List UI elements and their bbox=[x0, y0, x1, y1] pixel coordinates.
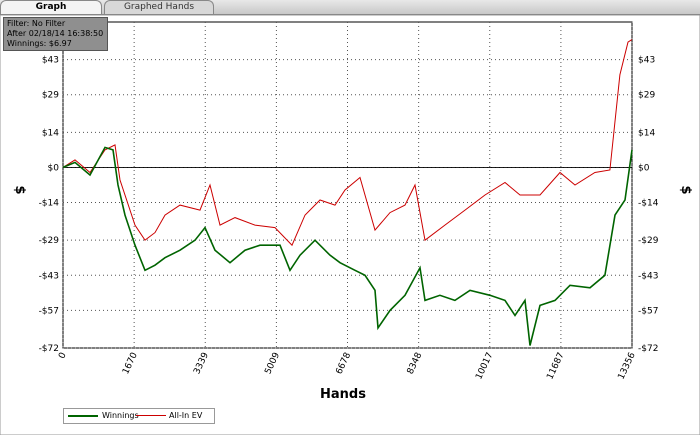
tab[interactable]: Graphed Hands bbox=[104, 0, 214, 14]
y-tick-label: $29 bbox=[42, 91, 59, 101]
y-tick-label: -$72 bbox=[638, 344, 658, 354]
series-line bbox=[62, 146, 633, 346]
info-line: Filter: No Filter bbox=[7, 19, 66, 28]
x-tick-label: 0 bbox=[57, 351, 69, 361]
y-tick-label: $29 bbox=[638, 91, 655, 101]
y-tick-label: $43 bbox=[638, 56, 655, 66]
legend-swatch bbox=[136, 415, 166, 416]
y-tick-label: -$43 bbox=[638, 271, 658, 281]
y-tick-label: $0 bbox=[48, 163, 60, 173]
y-tick-label: -$57 bbox=[39, 306, 59, 316]
y-tick-label: -$43 bbox=[39, 271, 59, 281]
y-axis-label: $ bbox=[678, 185, 693, 194]
info-line: Winnings: $6.97 bbox=[7, 39, 72, 48]
chart: Hands $ $ -$72 -$72 -$57 -$57 -$43 -$43 -$29 -$… bbox=[0, 15, 700, 435]
y-axis-label: $ bbox=[12, 185, 27, 194]
y-tick-label: -$14 bbox=[39, 199, 60, 209]
y-tick-label: -$29 bbox=[39, 236, 60, 246]
legend-label: All-In EV bbox=[169, 411, 203, 420]
y-tick-label: $14 bbox=[638, 128, 655, 138]
y-tick-label: $43 bbox=[42, 56, 59, 66]
tab[interactable]: Graph bbox=[0, 0, 102, 14]
y-tick-label: -$57 bbox=[638, 306, 658, 316]
y-tick-label: -$29 bbox=[638, 236, 659, 246]
tab-bar: Graph Graphed Hands bbox=[0, 0, 700, 15]
y-tick-label: -$72 bbox=[39, 344, 59, 354]
y-tick-label: -$14 bbox=[638, 199, 659, 209]
chart-background bbox=[0, 15, 700, 435]
legend-label: Winnings bbox=[102, 411, 139, 420]
x-axis-label: Hands bbox=[320, 387, 366, 402]
series-line bbox=[62, 39, 633, 247]
y-tick-label: $0 bbox=[638, 163, 650, 173]
info-box: Filter: No Filter After 02/18/14 16:38:5… bbox=[3, 17, 108, 51]
info-line: After 02/18/14 16:38:50 bbox=[7, 29, 104, 38]
legend-swatch bbox=[68, 415, 98, 417]
legend: Winnings All-In EV bbox=[63, 408, 215, 424]
y-tick-label: $14 bbox=[42, 128, 59, 138]
